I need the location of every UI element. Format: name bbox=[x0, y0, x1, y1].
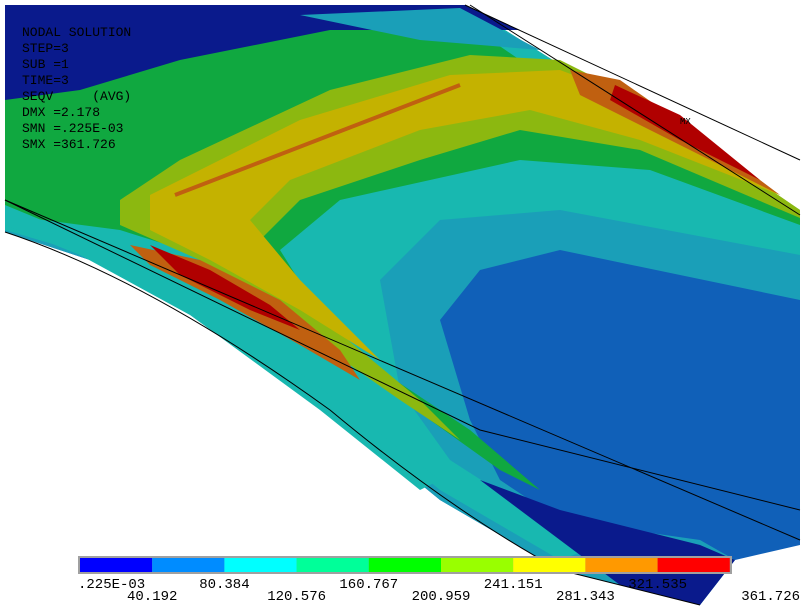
info-line: SUB =1 bbox=[22, 57, 69, 72]
edge-line bbox=[469, 4, 801, 216]
legend-swatch bbox=[657, 558, 730, 572]
edge-line bbox=[464, 4, 801, 161]
info-line: SMN =.225E-03 bbox=[22, 121, 123, 136]
outline-lines bbox=[4, 4, 801, 606]
legend-label: 160.767 bbox=[339, 577, 398, 593]
legend-swatch bbox=[296, 558, 369, 572]
band-edge bbox=[5, 205, 440, 490]
edge-line bbox=[4, 231, 701, 606]
max-marker: MX bbox=[680, 117, 691, 127]
ridge bbox=[174, 83, 461, 197]
legend-swatch bbox=[224, 558, 297, 572]
legend-swatch bbox=[152, 558, 225, 572]
legend-label: 361.726 bbox=[741, 589, 800, 605]
legend-swatch bbox=[585, 558, 658, 572]
band-red-lower bbox=[150, 245, 300, 330]
legend-swatch bbox=[513, 558, 586, 572]
legend-swatch bbox=[80, 558, 153, 572]
legend-label: 281.343 bbox=[556, 589, 615, 605]
legend-label: 321.535 bbox=[628, 577, 687, 593]
band-red bbox=[610, 85, 760, 180]
band-teal-top bbox=[300, 8, 540, 50]
legend-label: 120.576 bbox=[267, 589, 326, 605]
legend-label: 40.192 bbox=[127, 589, 177, 605]
legend-label: 241.151 bbox=[484, 577, 543, 593]
info-line: STEP=3 bbox=[22, 41, 69, 56]
legend-swatch bbox=[441, 558, 514, 572]
legend-label: .225E-03 bbox=[78, 577, 145, 593]
legend-label: 200.959 bbox=[412, 589, 471, 605]
legend-swatch bbox=[368, 558, 441, 572]
edge-line bbox=[4, 199, 801, 511]
info-line: TIME=3 bbox=[22, 73, 69, 88]
info-line: SMX =361.726 bbox=[22, 137, 116, 152]
edge-line bbox=[4, 199, 801, 541]
legend-label: 80.384 bbox=[199, 577, 249, 593]
info-line: DMX =2.178 bbox=[22, 105, 100, 120]
info-line: NODAL SOLUTION bbox=[22, 25, 131, 40]
info-line: SEQV (AVG) bbox=[22, 89, 131, 104]
